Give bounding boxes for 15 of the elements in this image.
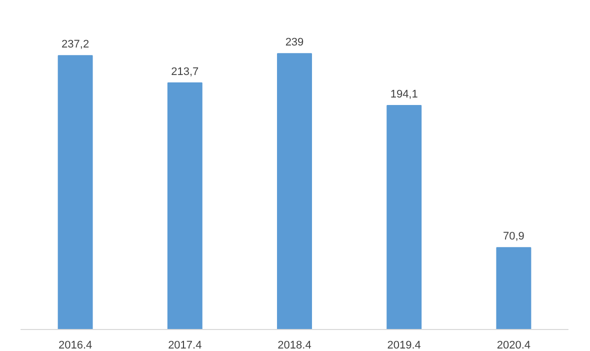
x-tick-label: 2018.4: [278, 340, 312, 351]
bar: [58, 55, 93, 330]
x-tick-label: 2016.4: [58, 340, 92, 351]
x-tick-label: 2020.4: [496, 340, 531, 351]
bar: [386, 104, 422, 330]
bar: [167, 82, 202, 330]
data-label: 70,9: [502, 230, 524, 243]
x-tick-label: 2019.4: [387, 340, 421, 351]
bar: [496, 247, 532, 330]
data-label: 239: [285, 36, 304, 49]
data-label: 237,2: [62, 38, 90, 51]
x-tick-label: 2017.4: [168, 340, 202, 351]
data-label: 213,7: [171, 66, 199, 78]
data-label: 194,1: [390, 88, 418, 100]
bar: [277, 53, 312, 330]
